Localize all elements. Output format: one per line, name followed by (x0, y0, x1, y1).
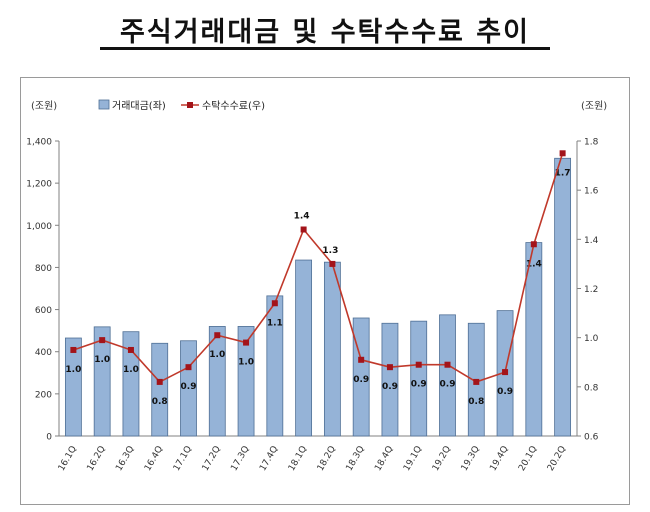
bar (93, 326, 111, 437)
bar-data-label: 1.0 (209, 350, 225, 360)
fee-marker (185, 364, 192, 371)
right-tick-label: 1.4 (584, 236, 599, 246)
x-tick-label: 19.3Q (460, 445, 482, 473)
left-axis-unit: (조원) (31, 100, 57, 112)
bar-data-label: 0.8 (152, 397, 168, 407)
right-tick-label: 1.2 (584, 285, 598, 295)
fee-marker (70, 346, 77, 353)
bar-data-label: 1.4 (526, 259, 542, 269)
bar (266, 295, 284, 437)
bar-data-label: 1.0 (65, 365, 81, 375)
fee-marker (358, 356, 365, 363)
bar-data-label: 0.8 (468, 397, 484, 407)
fee-marker (415, 361, 422, 368)
fee-marker (127, 346, 134, 353)
legend-bar-swatch (98, 99, 110, 110)
x-tick-label: 17.1Q (172, 445, 194, 473)
fee-line (73, 153, 564, 383)
chart-frame: (조원) (조원) 0 200 400 600 800 1,000 1,200 1,400 0.6 0… (20, 77, 630, 505)
bar (208, 326, 226, 437)
bar (439, 314, 456, 437)
fee-marker (214, 332, 221, 339)
fee-marker (559, 150, 566, 157)
bar-data-label: 0.9 (353, 375, 369, 385)
bar-data-label: 1.0 (94, 355, 110, 365)
fee-marker (444, 361, 451, 368)
fee-marker (300, 226, 307, 233)
fee-marker (271, 300, 278, 307)
page-title: 주식거래대금 및 수탁수수료 추이 (120, 17, 530, 48)
x-tick-label: 16.1Q (57, 445, 79, 473)
bar-data-label: 1.7 (555, 168, 571, 178)
fee-marker (530, 241, 537, 248)
fee-peak-label: 1.3 (322, 246, 338, 256)
right-tick-label: 1.8 (584, 138, 599, 148)
bar-data-label: 1.1 (267, 318, 283, 328)
x-tick-label: 18.4Q (373, 445, 395, 473)
bar-data-label: 1.0 (123, 365, 139, 375)
left-tick-label: 0 (46, 433, 52, 443)
left-tick-label: 600 (35, 306, 52, 316)
bar-data-label: 0.9 (497, 387, 513, 397)
legend-bar-label: 거래대금(좌) (112, 100, 166, 112)
fee-marker (156, 378, 163, 385)
left-tick-label: 200 (35, 390, 52, 400)
bar-data-label: 0.9 (440, 380, 456, 390)
title-underline (100, 47, 550, 50)
left-tick-label: 1,000 (26, 222, 52, 232)
bar (122, 331, 140, 437)
x-tick-label: 16.3Q (114, 445, 136, 473)
x-tick-label: 19.4Q (488, 445, 510, 473)
bar (295, 259, 313, 437)
bar (151, 342, 169, 437)
x-tick-label: 17.3Q (229, 445, 251, 473)
fee-marker (329, 260, 336, 267)
x-tick-label: 18.3Q (345, 445, 367, 473)
x-tick-label: 16.2Q (86, 445, 108, 473)
x-tick-label: 20.2Q (546, 445, 568, 473)
bar-data-label: 1.0 (238, 358, 254, 368)
x-tick-label: 17.4Q (258, 445, 280, 473)
left-tick-label: 800 (35, 264, 52, 274)
bar-data-label: 0.9 (181, 382, 197, 392)
fee-marker (502, 369, 509, 376)
bar (554, 157, 572, 437)
fee-marker (99, 337, 106, 344)
bar (64, 337, 82, 437)
bar (381, 322, 399, 437)
left-tick-label: 1,200 (26, 180, 52, 190)
bar-data-label: 0.9 (382, 382, 398, 392)
fee-marker (386, 364, 393, 371)
bar (180, 340, 197, 437)
fee-peak-label: 1.4 (294, 212, 310, 222)
right-tick-label: 1.0 (584, 334, 599, 344)
x-tick-label: 19.2Q (431, 445, 453, 473)
x-tick-label: 19.1Q (402, 445, 424, 473)
left-tick-label: 1,400 (26, 138, 52, 148)
bar (237, 326, 255, 437)
fee-marker (473, 378, 480, 385)
bar (323, 261, 341, 437)
combo-chart: (조원) (조원) 0 200 400 600 800 1,000 1,200 1,400 0.6 0… (26, 99, 607, 473)
fee-marker (243, 339, 250, 346)
left-tick-label: 400 (35, 348, 52, 358)
bar (410, 320, 428, 437)
right-tick-label: 0.6 (584, 433, 599, 443)
right-axis-unit: (조원) (581, 100, 607, 112)
x-tick-label: 18.2Q (316, 445, 338, 473)
right-tick-label: 1.6 (584, 187, 599, 197)
x-tick-label: 17.2Q (201, 445, 223, 473)
legend-line-label: 수탁수수료(우) (202, 100, 265, 112)
legend-line-marker (187, 102, 193, 108)
x-tick-label: 18.1Q (287, 445, 309, 473)
bar-data-label: 0.9 (411, 380, 427, 390)
right-tick-label: 0.8 (584, 383, 599, 393)
x-tick-label: 20.1Q (517, 445, 539, 473)
x-tick-label: 16.4Q (143, 445, 165, 473)
